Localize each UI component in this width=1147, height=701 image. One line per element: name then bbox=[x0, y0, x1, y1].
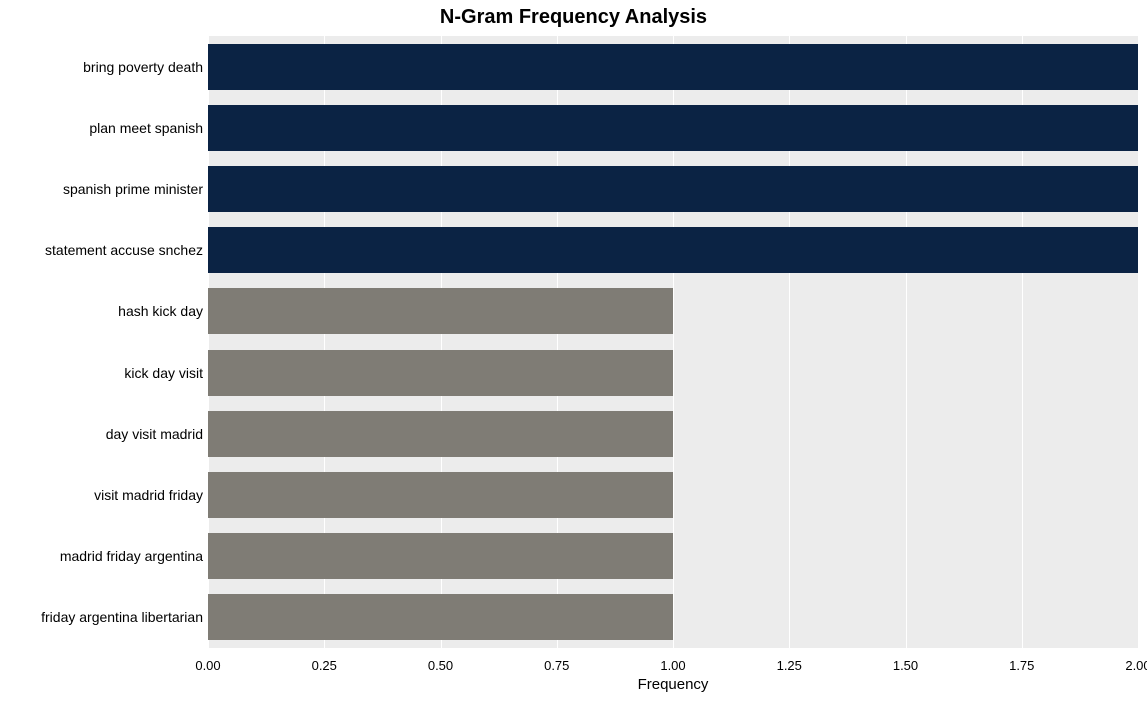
bar bbox=[208, 105, 1138, 151]
bar bbox=[208, 594, 673, 640]
bar bbox=[208, 472, 673, 518]
y-tick-label: friday argentina libertarian bbox=[41, 609, 208, 625]
chart-title: N-Gram Frequency Analysis bbox=[0, 6, 1147, 29]
bar bbox=[208, 166, 1138, 212]
x-axis-title: Frequency bbox=[208, 676, 1138, 693]
x-tick-label: 0.50 bbox=[428, 648, 453, 673]
x-tick-label: 1.75 bbox=[1009, 648, 1034, 673]
bar bbox=[208, 533, 673, 579]
bar bbox=[208, 350, 673, 396]
plot-area: Frequency 0.000.250.500.751.001.251.501.… bbox=[208, 36, 1138, 648]
x-tick-label: 2.00 bbox=[1125, 648, 1147, 673]
x-tick-label: 1.00 bbox=[660, 648, 685, 673]
x-tick-label: 0.25 bbox=[312, 648, 337, 673]
x-tick-label: 0.00 bbox=[195, 648, 220, 673]
y-tick-label: kick day visit bbox=[124, 365, 208, 381]
bar bbox=[208, 288, 673, 334]
x-tick-label: 0.75 bbox=[544, 648, 569, 673]
bar bbox=[208, 44, 1138, 90]
y-tick-label: day visit madrid bbox=[106, 426, 208, 442]
y-tick-label: spanish prime minister bbox=[63, 181, 208, 197]
y-tick-label: hash kick day bbox=[118, 303, 208, 319]
bar bbox=[208, 227, 1138, 273]
y-tick-label: bring poverty death bbox=[83, 59, 208, 75]
y-tick-label: madrid friday argentina bbox=[60, 548, 208, 564]
x-tick-label: 1.25 bbox=[777, 648, 802, 673]
y-tick-label: visit madrid friday bbox=[94, 487, 208, 503]
x-tick-label: 1.50 bbox=[893, 648, 918, 673]
ngram-chart: N-Gram Frequency Analysis Frequency 0.00… bbox=[0, 0, 1147, 701]
bar bbox=[208, 411, 673, 457]
y-tick-label: statement accuse snchez bbox=[45, 242, 208, 258]
gridline bbox=[1138, 36, 1139, 648]
y-tick-label: plan meet spanish bbox=[89, 120, 208, 136]
